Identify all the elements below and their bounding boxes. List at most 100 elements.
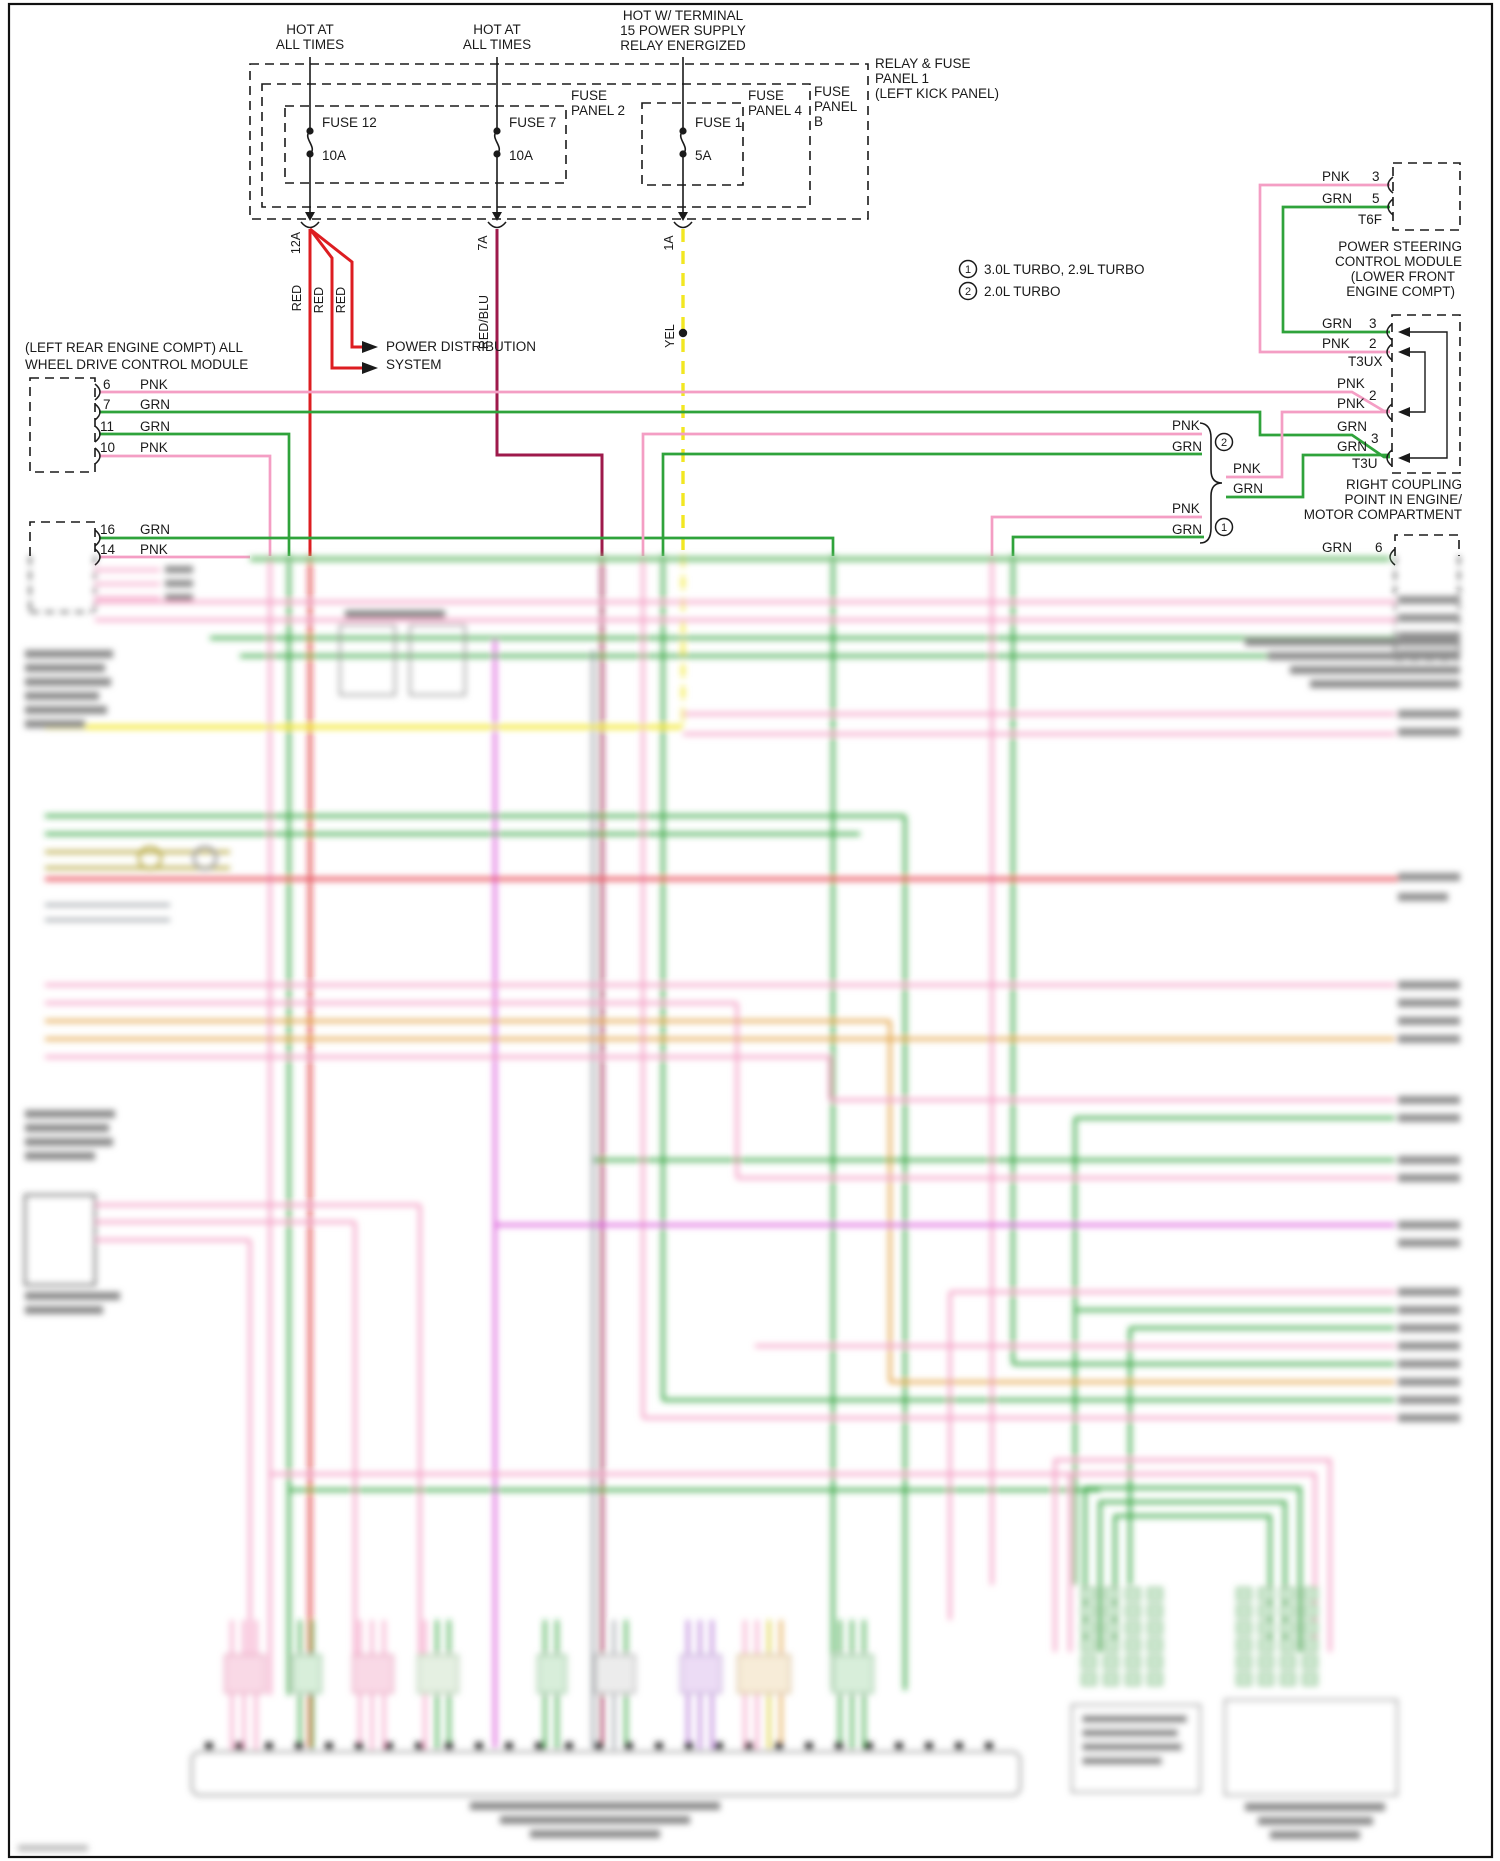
coupling-internal-arrows [1398,327,1410,463]
opt1-num: 1 [1221,522,1227,534]
opt1-pnk-wire [990,515,1202,556]
opt1-grn-label: GRN [1172,522,1202,537]
awd-pin11-grn-wire [99,432,291,556]
t3ux-connector: T3UX [1348,354,1383,369]
fuse-12-symbol [306,127,314,158]
legend-circle-1 [958,259,978,279]
coupling-title-1: RIGHT COUPLING [1346,477,1462,492]
opt2-pnk-label: PNK [1172,418,1200,433]
awd-module2-box [29,521,96,556]
awd-pin11-num: 11 [100,419,114,434]
awd-title-1: (LEFT REAR ENGINE COMPT) ALL [25,340,244,355]
red3-label: RED [334,287,348,313]
awd-title-2: WHEEL DRIVE CONTROL MODULE [25,357,248,372]
modules [29,162,1461,566]
fuse-panel-2-box [284,105,567,184]
opt2-grn-wire [661,452,1202,556]
blurred-diagram-region [18,554,1460,1851]
fuse7-name: FUSE 7 [509,115,556,130]
psc-title-4: ENGINE COMPT) [1346,284,1455,299]
coupling-title-3: MOTOR COMPARTMENT [1304,507,1462,522]
circuit-7a-label: 7A [476,235,490,251]
brace-out-grn-wire [1226,453,1390,499]
power-distribution-arrows [362,341,378,374]
awd-pin10-color: PNK [140,440,168,455]
t3u-in1-color: PNK [1337,376,1365,391]
fuse-symbols [306,127,687,158]
hot2-line1: HOT AT [473,22,521,37]
t3ux-pin3-num: 3 [1369,316,1377,331]
red-blu-wire [495,229,604,556]
engine-option-brace [1199,422,1223,544]
bottom-module-pin-num: 6 [1375,540,1383,555]
fuse-panel-section [249,57,869,229]
opt2-num: 2 [1221,437,1227,449]
awd-pin6-color: PNK [140,377,168,392]
psc-grn-wire [1281,205,1390,334]
awd-pin16-grn-wire [99,536,835,556]
fuse-panel-b-box [261,83,811,208]
awd-pin7-num: 7 [103,397,111,412]
awd-pin7-grn-wire [99,410,1390,459]
brace-out-grn-label: GRN [1233,481,1263,496]
panelb-label-3: B [814,114,823,129]
psc-title-2: CONTROL MODULE [1335,254,1462,269]
fuse12-rating: 10A [322,148,346,163]
awd-pin14-color: PNK [140,542,168,557]
legend-symbols [958,259,1234,537]
power-feed-wires [309,57,684,213]
psc-pin3-num: 3 [1372,169,1380,184]
hot1-line2: ALL TIMES [276,37,344,52]
awd-pin16-num: 16 [100,522,115,537]
bottom-right-module-box [1394,534,1460,556]
panel1-label-2: PANEL 1 [875,71,929,86]
awd-pin10-num: 10 [100,440,115,455]
legend-text-2: 2.0L TURBO [984,284,1061,299]
t3ux-pin2-num: 2 [1369,336,1377,351]
psc-pin3-color: PNK [1322,169,1350,184]
t3ux-pin2-color: PNK [1322,336,1350,351]
fuse12-name: FUSE 12 [322,115,377,130]
power-dist-line1: POWER DISTRIBUTION [386,339,536,354]
coupling-internal-wires [1404,331,1448,459]
panel2-label-1: FUSE [571,88,607,103]
t3u-pin3-num: 3 [1371,431,1379,446]
fuse-7-symbol [493,127,501,158]
awd-pin7-color: GRN [140,397,170,412]
steering-module-box [1392,162,1461,231]
opt1-grn-wire [1011,535,1204,556]
opt2-grn-label: GRN [1172,439,1202,454]
hot3-line2: 15 POWER SUPPLY [620,23,746,38]
yel-label: YEL [663,324,677,348]
legend-num-2: 2 [965,286,971,298]
hot3-line1: HOT W/ TERMINAL [623,8,744,23]
t3u-in4-color: GRN [1337,439,1367,454]
psc-pin5-color: GRN [1322,191,1352,206]
t3ux-pin3-color: GRN [1322,316,1352,331]
bottom-module-pin-color: GRN [1322,540,1352,555]
red1-label: RED [290,285,304,311]
psc-connector: T6F [1358,212,1382,227]
feed-arrowheads [305,212,688,221]
panelb-label-1: FUSE [814,84,850,99]
t3u-pin2-num: 2 [1369,388,1377,403]
coupling-title-2: POINT IN ENGINE/ [1344,492,1462,507]
awd-pin16-color: GRN [140,522,170,537]
fuse-panel-4-box [641,102,744,186]
fuse1-rating: 5A [695,148,712,163]
hot2-line2: ALL TIMES [463,37,531,52]
circuit-1a-label: 1A [662,235,676,251]
panel1-label-1: RELAY & FUSE [875,56,971,71]
opt1-pnk-label: PNK [1172,501,1200,516]
awd-module-box [29,377,96,473]
red2-label: RED [312,287,326,313]
labels: HOT AT ALL TIMES HOT AT ALL TIMES HOT W/… [25,8,1462,557]
coupling-point-box [1391,314,1461,474]
panel4-label-2: PANEL 4 [748,103,803,118]
coupling-point-pins [1386,323,1393,467]
circuit-12a-label: 12A [289,231,303,254]
legend-circle-2 [958,281,978,301]
awd-pin6-pnk-wire [99,390,1390,413]
opt1-circle [1214,517,1234,537]
